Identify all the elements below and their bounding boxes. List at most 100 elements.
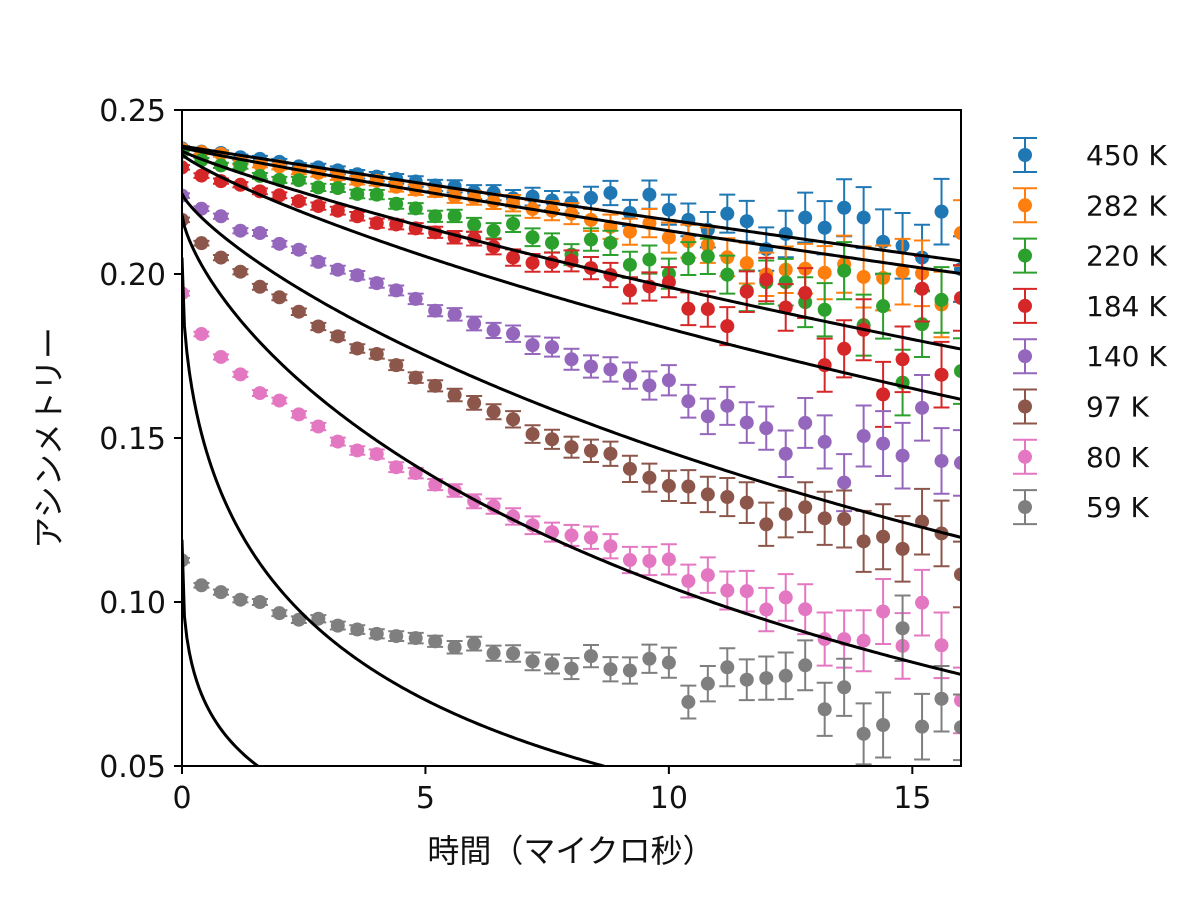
data-point — [467, 636, 482, 651]
data-point — [798, 415, 813, 430]
y-tick-label: 0.15 — [99, 422, 166, 457]
data-point — [622, 224, 637, 239]
data-point — [798, 658, 813, 673]
data-point — [506, 646, 521, 661]
data-point — [603, 235, 618, 250]
data-point — [876, 436, 891, 451]
data-point — [428, 303, 443, 318]
data-point — [213, 209, 228, 224]
data-point — [467, 316, 482, 331]
data-point — [291, 612, 306, 627]
data-point — [954, 364, 961, 379]
data-point — [739, 415, 754, 430]
series-59k — [182, 553, 961, 766]
data-point — [700, 568, 715, 583]
data-point — [194, 327, 209, 342]
data-point — [856, 726, 871, 741]
data-point — [642, 470, 657, 485]
legend-item: 80 K — [1013, 438, 1150, 475]
data-point — [369, 626, 384, 641]
data-point — [720, 319, 735, 334]
x-tick-label: 0 — [172, 781, 191, 816]
data-point — [525, 427, 540, 442]
data-point — [291, 173, 306, 188]
data-point — [661, 373, 676, 388]
data-point — [661, 552, 676, 567]
series-450k — [182, 141, 961, 303]
data-point — [642, 554, 657, 568]
data-point — [798, 286, 813, 301]
data-point — [369, 447, 384, 462]
data-point — [330, 181, 345, 196]
data-point — [622, 368, 637, 383]
legend-label: 282 K — [1086, 189, 1167, 222]
data-point — [856, 269, 871, 284]
data-point — [954, 290, 961, 305]
data-point — [934, 367, 949, 382]
data-point — [545, 235, 560, 250]
data-point — [895, 448, 910, 463]
data-point — [272, 393, 287, 408]
data-point — [895, 264, 910, 279]
data-point — [252, 386, 267, 401]
data-point — [856, 534, 871, 549]
data-point — [486, 323, 501, 338]
data-point — [291, 242, 306, 257]
data-point — [233, 367, 248, 382]
data-point — [837, 341, 852, 356]
data-point — [798, 500, 813, 515]
data-point — [408, 370, 423, 385]
data-point — [837, 263, 852, 278]
data-point — [817, 511, 832, 526]
fit-curve — [182, 257, 610, 766]
legend-item: 450 K — [1013, 137, 1167, 173]
data-point — [837, 512, 852, 527]
data-point — [954, 226, 961, 240]
data-point — [837, 200, 852, 215]
data-point — [447, 388, 462, 403]
data-point — [856, 429, 871, 444]
legend-item: 140 K — [1013, 338, 1167, 375]
data-point — [895, 541, 910, 556]
data-point — [272, 236, 287, 251]
data-point — [700, 487, 715, 502]
data-point — [252, 226, 267, 240]
data-point — [486, 223, 501, 238]
data-point — [603, 185, 618, 200]
data-point — [350, 341, 365, 356]
data-point — [934, 292, 949, 307]
data-point — [739, 495, 754, 510]
data-point — [720, 490, 735, 505]
data-point — [272, 606, 287, 621]
data-point — [661, 230, 676, 245]
data-point — [681, 695, 696, 710]
data-point — [525, 255, 540, 270]
data-point — [291, 304, 306, 319]
data-point — [311, 419, 326, 434]
data-point — [311, 319, 326, 334]
data-point — [603, 362, 618, 377]
data-point — [525, 338, 540, 353]
data-point — [661, 202, 676, 217]
legend-marker — [1018, 399, 1032, 414]
data-point — [545, 432, 560, 447]
data-point — [876, 387, 891, 402]
data-point — [272, 188, 287, 203]
fit-curve — [182, 214, 961, 676]
data-point — [954, 720, 961, 735]
data-point — [837, 475, 852, 490]
data-point — [700, 409, 715, 424]
data-point — [642, 378, 657, 393]
data-point — [681, 301, 696, 316]
data-point — [350, 186, 365, 201]
data-point — [311, 180, 326, 195]
data-point — [564, 661, 579, 676]
legend-marker — [1018, 248, 1032, 263]
legend-item: 97 K — [1013, 388, 1150, 425]
data-point — [778, 590, 793, 605]
data-point — [934, 691, 949, 706]
legend-item: 220 K — [1013, 237, 1167, 274]
data-point — [311, 254, 326, 269]
